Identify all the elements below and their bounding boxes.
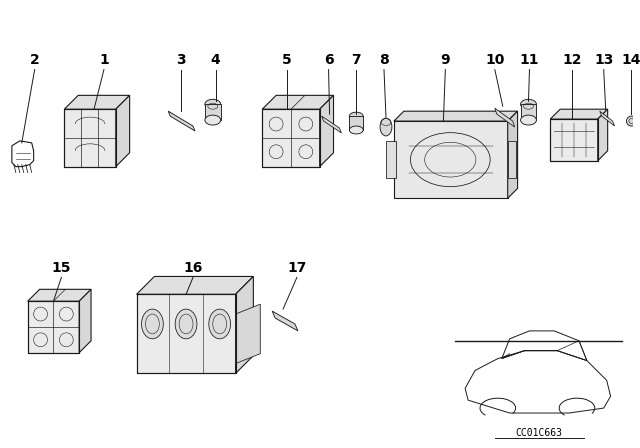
Polygon shape <box>322 116 341 133</box>
Polygon shape <box>136 294 236 374</box>
Polygon shape <box>550 109 607 119</box>
Ellipse shape <box>141 309 163 339</box>
Polygon shape <box>28 301 79 353</box>
Ellipse shape <box>175 309 197 339</box>
Polygon shape <box>262 109 319 167</box>
Polygon shape <box>598 109 607 161</box>
Ellipse shape <box>205 99 221 109</box>
Text: 7: 7 <box>351 53 361 67</box>
Ellipse shape <box>520 115 536 125</box>
Polygon shape <box>262 95 333 109</box>
Polygon shape <box>236 276 253 374</box>
Ellipse shape <box>349 126 364 134</box>
Polygon shape <box>65 95 130 109</box>
Polygon shape <box>65 109 116 167</box>
Ellipse shape <box>349 112 364 120</box>
Text: 8: 8 <box>379 53 389 67</box>
Text: 11: 11 <box>520 53 540 67</box>
Text: 6: 6 <box>324 53 333 67</box>
Ellipse shape <box>520 99 536 109</box>
Polygon shape <box>136 276 253 294</box>
Text: 3: 3 <box>176 53 186 67</box>
Bar <box>520 104 536 120</box>
Polygon shape <box>116 95 130 167</box>
Polygon shape <box>600 111 614 126</box>
Text: 10: 10 <box>485 53 504 67</box>
Bar <box>65 109 116 167</box>
Bar <box>386 141 396 178</box>
Polygon shape <box>168 111 195 131</box>
Bar <box>28 301 79 353</box>
Polygon shape <box>79 289 91 353</box>
Ellipse shape <box>209 309 230 339</box>
Bar <box>262 109 319 167</box>
Ellipse shape <box>627 116 636 126</box>
Polygon shape <box>272 311 298 331</box>
Text: 14: 14 <box>621 53 640 67</box>
Text: 13: 13 <box>594 53 613 67</box>
Text: 15: 15 <box>52 261 71 275</box>
Text: 12: 12 <box>563 53 582 67</box>
Text: 1: 1 <box>99 53 109 67</box>
Text: 4: 4 <box>211 53 221 67</box>
Bar <box>205 104 221 120</box>
Polygon shape <box>28 289 91 301</box>
Text: 5: 5 <box>282 53 292 67</box>
Text: 17: 17 <box>287 261 307 275</box>
Ellipse shape <box>205 115 221 125</box>
Polygon shape <box>550 119 598 161</box>
Bar <box>394 121 508 198</box>
Text: 9: 9 <box>440 53 450 67</box>
Polygon shape <box>319 95 333 167</box>
Polygon shape <box>394 111 518 121</box>
Polygon shape <box>236 304 260 363</box>
Bar <box>508 141 516 178</box>
Polygon shape <box>508 111 518 198</box>
Text: 16: 16 <box>183 261 203 275</box>
Text: CC01C663: CC01C663 <box>515 428 562 438</box>
Ellipse shape <box>380 118 392 136</box>
Text: 2: 2 <box>30 53 40 67</box>
Bar <box>550 119 598 161</box>
Bar <box>136 294 236 374</box>
Bar <box>349 116 364 130</box>
Polygon shape <box>495 108 515 127</box>
